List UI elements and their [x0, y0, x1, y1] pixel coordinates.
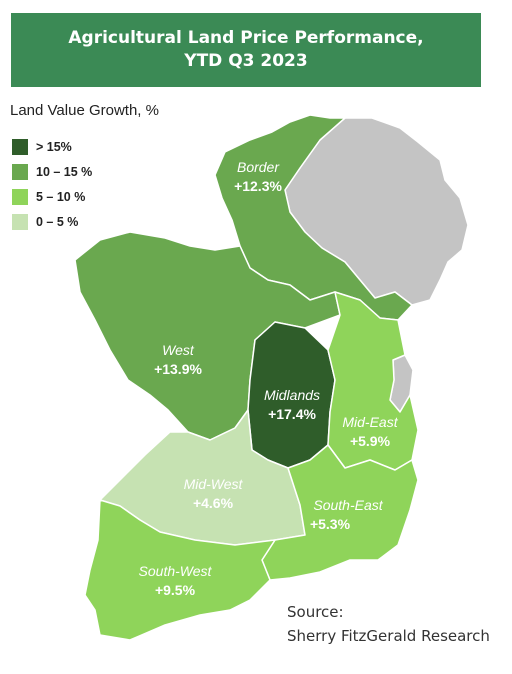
region-value-mid-west: +4.6% [193, 495, 234, 511]
legend-swatch [12, 213, 28, 230]
legend-label: 5 – 10 % [36, 189, 86, 204]
region-value-border: +12.3% [234, 178, 282, 194]
legend-item: > 15% [12, 134, 92, 159]
source-label: Source: [287, 603, 344, 621]
region-label-border: Border [237, 159, 280, 175]
region-label-midlands: Midlands [264, 387, 320, 403]
region-value-west: +13.9% [154, 361, 202, 377]
legend: > 15% 10 – 15 % 5 – 10 % 0 – 5 % [12, 134, 92, 234]
region-value-mid-east: +5.9% [350, 433, 391, 449]
title-line-1: Agricultural Land Price Performance, [68, 28, 424, 48]
region-south-west [84, 499, 276, 641]
legend-swatch [12, 188, 28, 205]
legend-label: > 15% [36, 139, 72, 154]
title-line-2: YTD Q3 2023 [184, 51, 308, 71]
region-value-south-east: +5.3% [310, 516, 351, 532]
legend-item: 0 – 5 % [12, 209, 92, 234]
region-mid-east [327, 291, 419, 471]
source-note: Source: Sherry FitzGerald Research [287, 600, 490, 648]
source-text: Sherry FitzGerald Research [287, 627, 490, 645]
legend-item: 10 – 15 % [12, 159, 92, 184]
region-label-south-east: South-East [313, 497, 383, 513]
legend-label: 0 – 5 % [36, 214, 79, 229]
region-label-south-west: South-West [139, 563, 213, 579]
legend-item: 5 – 10 % [12, 184, 92, 209]
region-label-mid-west: Mid-West [184, 476, 244, 492]
region-label-west: West [162, 342, 195, 358]
region-value-south-west: +9.5% [155, 582, 196, 598]
legend-swatch [12, 163, 28, 180]
title-banner: Agricultural Land Price Performance, YTD… [11, 13, 481, 87]
region-value-midlands: +17.4% [268, 406, 316, 422]
region-label-mid-east: Mid-East [342, 414, 398, 430]
legend-title: Land Value Growth, % [10, 102, 159, 119]
legend-label: 10 – 15 % [36, 164, 93, 179]
legend-swatch [12, 138, 28, 155]
